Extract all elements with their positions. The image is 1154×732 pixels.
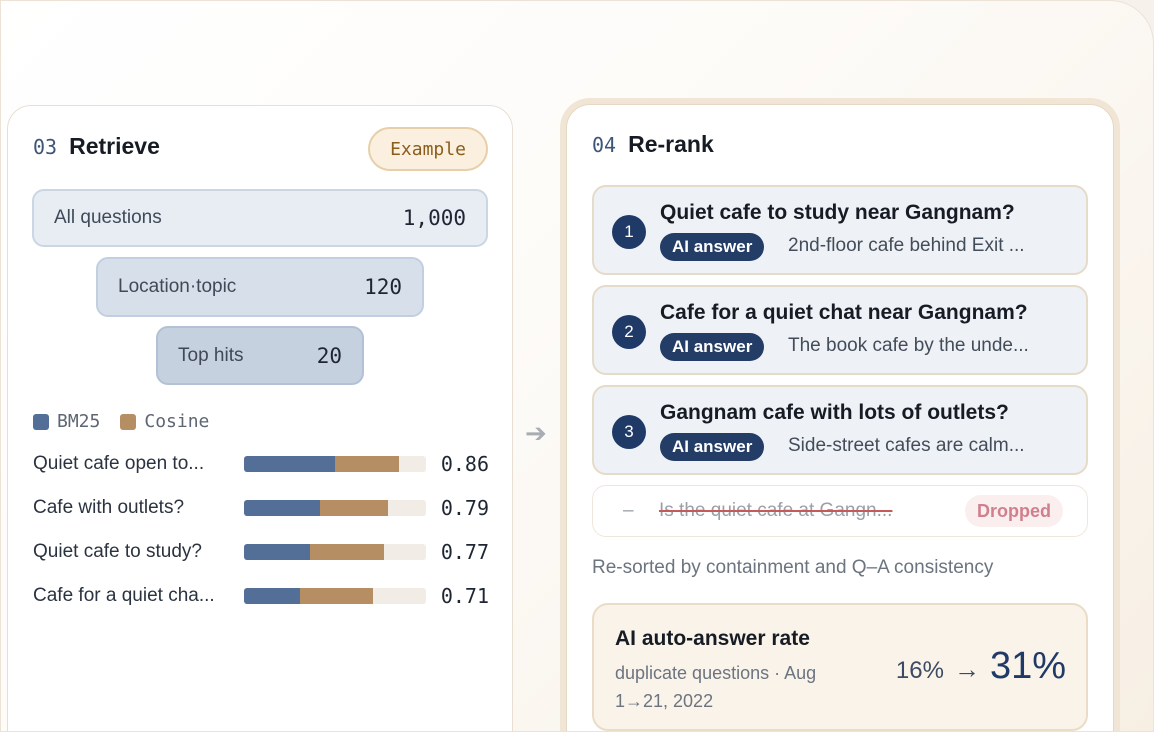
retrieve-step-number: 03 — [33, 135, 58, 159]
score-value: 0.71 — [440, 584, 489, 608]
ranked-question: Cafe for a quiet chat near Gangnam? — [660, 301, 1028, 324]
cosine-segment — [335, 456, 399, 472]
funnel-location-topic: Location·topic 120 — [96, 257, 424, 317]
score-value: 0.86 — [440, 452, 489, 476]
legend-label: Cosine — [144, 411, 210, 432]
funnel-value: 1,000 — [402, 206, 466, 230]
dropped-badge: Dropped — [965, 495, 1063, 527]
score-row: Cafe for a quiet cha... 0.71 — [33, 582, 489, 610]
auto-answer-metric-card: AI auto-answer rate duplicate questions … — [592, 603, 1088, 731]
ai-answer-text: Side-street cafes are calm... — [788, 435, 1025, 456]
ranked-result-card[interactable]: 3 Gangnam cafe with lots of outlets? AI … — [592, 385, 1088, 475]
funnel-value: 20 — [316, 343, 342, 368]
bm25-segment — [244, 456, 335, 472]
score-legend: BM25 Cosine — [33, 411, 229, 432]
score-bar — [244, 500, 426, 516]
funnel-top-hits: Top hits 20 — [156, 326, 364, 385]
rank-number: 1 — [612, 215, 646, 249]
legend-swatch-bm25 — [33, 413, 49, 430]
rerank-step-number: 04 — [592, 133, 617, 157]
ai-answer-text: The book cafe by the unde... — [788, 335, 1029, 356]
funnel-label: Location·topic — [118, 276, 237, 297]
metric-subtitle: duplicate questions · Aug 1→21, 2022 — [615, 663, 817, 711]
cosine-segment — [300, 588, 374, 604]
dropped-result-row: – Is the quiet cafe at Gangn... Dropped — [592, 485, 1088, 537]
retrieve-title: Retrieve — [69, 133, 160, 159]
ranked-result-card[interactable]: 1 Quiet cafe to study near Gangnam? AI a… — [592, 185, 1088, 275]
arrow-right-icon: ➔ — [525, 418, 547, 448]
rank-number: 3 — [612, 415, 646, 449]
score-row: Quiet cafe open to... 0.86 — [33, 450, 489, 478]
example-badge: Example — [368, 127, 488, 171]
score-value: 0.77 — [440, 540, 489, 564]
bm25-segment — [244, 544, 310, 560]
rerank-header: 04 Re-rank — [592, 131, 714, 158]
funnel-label: Top hits — [178, 344, 244, 366]
bm25-segment — [244, 588, 301, 604]
ai-answer-badge: AI answer — [660, 433, 765, 461]
funnel-all-questions: All questions 1,000 — [32, 189, 488, 247]
score-bar — [244, 588, 426, 604]
arrow-right-icon: → — [953, 654, 980, 684]
score-row: Cafe with outlets? 0.79 — [33, 494, 489, 522]
metric-title: AI auto-answer rate — [615, 627, 810, 650]
ranked-question: Gangnam cafe with lots of outlets? — [660, 401, 1009, 424]
ranked-question: Quiet cafe to study near Gangnam? — [660, 201, 1015, 224]
score-question: Cafe for a quiet cha... — [33, 585, 215, 606]
legend-item-cosine: Cosine — [120, 411, 209, 432]
retrieve-header: 03 Retrieve — [33, 133, 160, 160]
funnel-value: 120 — [364, 275, 402, 299]
metric-to-value: 31% — [989, 645, 1066, 687]
ai-answer-badge: AI answer — [660, 333, 765, 361]
score-row: Quiet cafe to study? 0.77 — [33, 538, 489, 566]
legend-swatch-cosine — [120, 413, 137, 430]
score-bar — [244, 544, 426, 560]
rank-number: 2 — [612, 315, 646, 349]
score-question: Quiet cafe open to... — [33, 453, 205, 474]
ai-answer-text: 2nd-floor cafe behind Exit ... — [788, 235, 1025, 256]
metric-values: 16% → 31% — [896, 645, 1066, 688]
cosine-segment — [320, 500, 388, 516]
resort-note: Re-sorted by containment and Q–A consist… — [592, 557, 994, 578]
bm25-segment — [244, 500, 321, 516]
rerank-title: Re-rank — [628, 131, 714, 157]
score-value: 0.79 — [440, 496, 489, 520]
score-question: Quiet cafe to study? — [33, 541, 202, 562]
metric-from-value: 16% — [895, 657, 944, 684]
funnel-label: All questions — [54, 207, 162, 228]
cosine-segment — [309, 544, 385, 560]
ranked-result-card[interactable]: 2 Cafe for a quiet chat near Gangnam? AI… — [592, 285, 1088, 375]
score-bar — [244, 456, 426, 472]
dropped-question: Is the quiet cafe at Gangn... — [659, 500, 893, 521]
legend-label: BM25 — [57, 411, 101, 432]
dropped-dash: – — [623, 500, 634, 521]
legend-item-bm25: BM25 — [33, 411, 100, 432]
score-question: Cafe with outlets? — [33, 497, 185, 518]
ai-answer-badge: AI answer — [660, 233, 765, 261]
